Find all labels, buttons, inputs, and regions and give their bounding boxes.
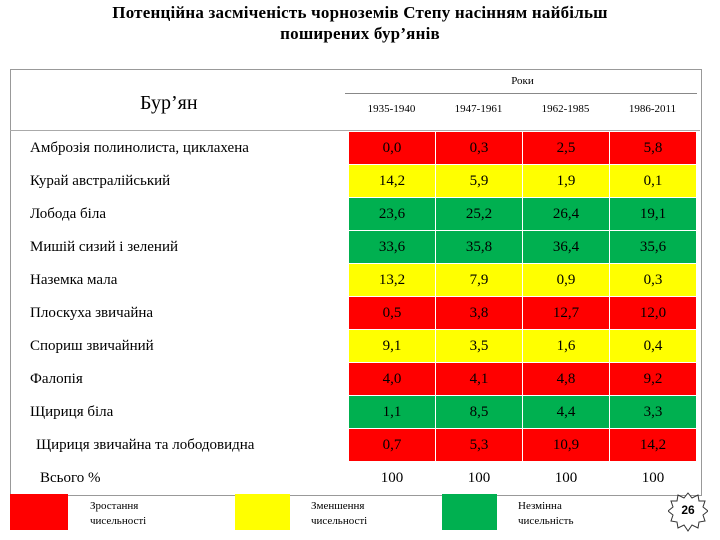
table-cell: 4,0 xyxy=(349,363,435,395)
table-cell: 14,2 xyxy=(610,429,696,461)
table-cell: 19,1 xyxy=(610,198,696,230)
table-cell: 1,9 xyxy=(523,165,609,197)
legend-label-decrease: Зменшення чисельності xyxy=(311,500,368,527)
table-cell: 35,8 xyxy=(436,231,522,263)
row-label: Щириця біла xyxy=(30,404,114,420)
table-cell: 9,1 xyxy=(349,330,435,362)
legend-label-increase: Зростання чисельності xyxy=(90,500,147,527)
page-number: 26 xyxy=(681,503,695,517)
header-divider xyxy=(345,93,697,94)
table-cell: 4,4 xyxy=(523,396,609,428)
header-period-1: 1935-1940 xyxy=(367,103,416,115)
table-cell: 0,3 xyxy=(610,264,696,296)
table-cell: 100 xyxy=(554,470,578,486)
table-cell: 1,6 xyxy=(523,330,609,362)
table-cell: 0,7 xyxy=(349,429,435,461)
header-weed: Бур’ян xyxy=(140,92,198,114)
row-label: Лобода біла xyxy=(30,206,106,222)
row-label: Наземка мала xyxy=(30,272,118,288)
table-cell: 0,4 xyxy=(610,330,696,362)
table-cell: 4,1 xyxy=(436,363,522,395)
table-cell: 12,7 xyxy=(523,297,609,329)
header-years: Роки xyxy=(511,75,534,87)
table-cell: 100 xyxy=(380,470,404,486)
table-cell: 23,6 xyxy=(349,198,435,230)
title-line-2: поширених бур’янів xyxy=(280,24,440,43)
table-cell: 12,0 xyxy=(610,297,696,329)
table-cell: 35,6 xyxy=(610,231,696,263)
table-cell: 10,9 xyxy=(523,429,609,461)
row-label: Курай австралійський xyxy=(30,173,171,189)
slide-title: Потенційна засміченість чорноземів Степу… xyxy=(20,2,700,44)
table-cell: 3,5 xyxy=(436,330,522,362)
table-cell: 36,4 xyxy=(523,231,609,263)
legend-label-unchanged: Незмінна чисельність xyxy=(518,500,574,527)
row-label: Плоскуха звичайна xyxy=(30,305,154,321)
table-cell: 14,2 xyxy=(349,165,435,197)
title-line-1: Потенційна засміченість чорноземів Степу… xyxy=(112,3,608,22)
table-cell: 0,5 xyxy=(349,297,435,329)
header-period-3: 1962-1985 xyxy=(541,103,590,115)
table-cell: 8,5 xyxy=(436,396,522,428)
row-label: Спориш звичайний xyxy=(30,338,154,354)
table-cell: 7,9 xyxy=(436,264,522,296)
table-cell: 100 xyxy=(641,470,665,486)
table-cell: 3,3 xyxy=(610,396,696,428)
table-cell: 33,6 xyxy=(349,231,435,263)
table-cell: 5,9 xyxy=(436,165,522,197)
table-cell: 26,4 xyxy=(523,198,609,230)
header-period-4: 1986-2011 xyxy=(628,103,677,115)
table-cell: 3,8 xyxy=(436,297,522,329)
table-cell: 5,8 xyxy=(610,132,696,164)
table-cell: 13,2 xyxy=(349,264,435,296)
table-cell: 5,3 xyxy=(436,429,522,461)
row-label: Мишій сизий і зелений xyxy=(30,239,179,255)
page-number-badge-icon xyxy=(668,492,708,532)
legend-swatch-green xyxy=(442,494,497,530)
legend-swatch-red xyxy=(10,494,68,530)
table-cell: 25,2 xyxy=(436,198,522,230)
table-cell: 0,3 xyxy=(436,132,522,164)
table-cell: 2,5 xyxy=(523,132,609,164)
table-cell: 0,1 xyxy=(610,165,696,197)
row-label: Щириця звичайна та лободовидна xyxy=(36,437,255,453)
row-label: Всього % xyxy=(40,470,101,486)
table-cell: 9,2 xyxy=(610,363,696,395)
table-cell: 100 xyxy=(467,470,491,486)
legend-swatch-yellow xyxy=(235,494,290,530)
row-label: Амброзія полинолиста, циклахена xyxy=(30,140,249,156)
row-label: Фалопія xyxy=(30,371,83,387)
header-period-2: 1947-1961 xyxy=(454,103,503,115)
table-cell: 0,0 xyxy=(349,132,435,164)
header-bottom-rule xyxy=(10,130,700,131)
table-cell: 4,8 xyxy=(523,363,609,395)
table-cell: 0,9 xyxy=(523,264,609,296)
table-cell: 1,1 xyxy=(349,396,435,428)
